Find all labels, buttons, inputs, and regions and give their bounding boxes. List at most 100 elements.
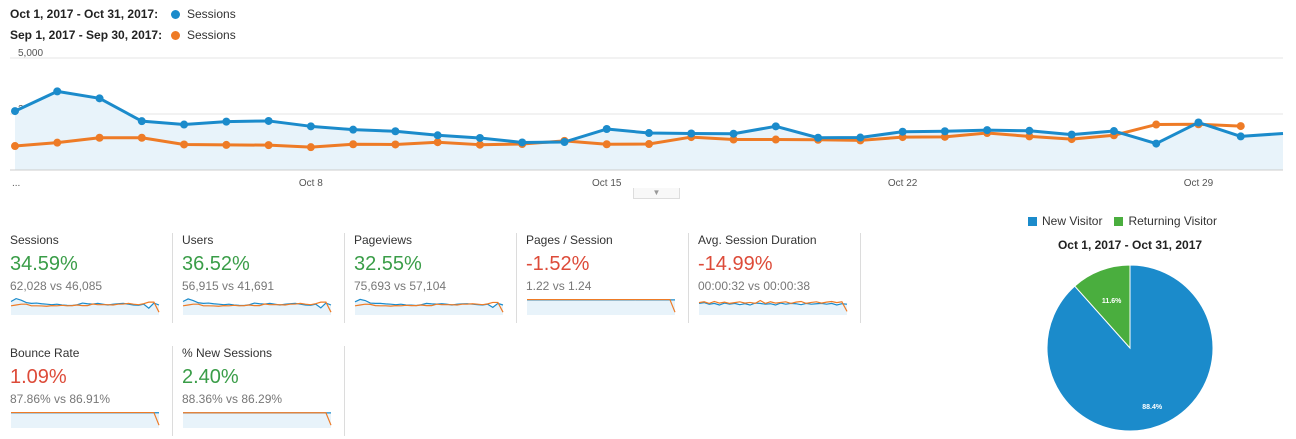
previous-series-point[interactable] — [180, 140, 189, 149]
chart-collapse-handle[interactable]: ▼ — [633, 188, 680, 199]
current-series-point[interactable] — [1109, 127, 1118, 136]
current-series-point[interactable] — [518, 138, 527, 147]
current-series-point[interactable] — [1236, 132, 1245, 141]
pie-slice-label: 88.4% — [1142, 404, 1163, 411]
legend-previous-series[interactable]: Sessions — [187, 28, 236, 42]
metric-change: 1.09% — [10, 366, 67, 388]
visitor-type-pie-chart[interactable]: 88.4% 11.6% — [1040, 260, 1220, 435]
previous-series-point[interactable] — [137, 133, 146, 142]
current-series-point[interactable] — [349, 125, 358, 134]
previous-series-point[interactable] — [940, 132, 949, 141]
current-series-point[interactable] — [687, 129, 696, 138]
current-series-point[interactable] — [814, 133, 823, 142]
metric-comparison: 00:00:32 vs 00:00:38 — [698, 279, 811, 293]
current-series-point[interactable] — [898, 127, 907, 136]
previous-series-point[interactable] — [771, 135, 780, 144]
sparkline-area — [11, 412, 159, 428]
previous-series-point[interactable] — [602, 140, 611, 149]
previous-series-point[interactable] — [11, 142, 19, 151]
current-series-point[interactable] — [771, 122, 780, 131]
x-tick-label: Oct 15 — [592, 178, 622, 189]
metric-sparkline — [527, 298, 676, 315]
previous-series-point[interactable] — [433, 138, 442, 147]
previous-series-point[interactable] — [475, 140, 484, 149]
metric-label: Users — [182, 233, 214, 247]
previous-series-line — [14, 122, 1241, 149]
sparkline-previous — [11, 411, 160, 426]
legend-current-series[interactable]: Sessions — [187, 7, 236, 21]
sparkline-area — [527, 299, 675, 315]
metric-tile[interactable]: Avg. Session Duration -14.99% 00:00:32 vs … — [698, 233, 860, 325]
current-series-point[interactable] — [391, 127, 400, 136]
metric-tile[interactable]: Bounce Rate 1.09% 87.86% vs 86.91% — [10, 346, 172, 438]
current-series-point[interactable] — [11, 107, 19, 116]
pie-legend-new-label[interactable]: New Visitor — [1042, 214, 1103, 228]
current-series-point[interactable] — [983, 126, 992, 135]
legend-previous: Sep 1, 2017 - Sep 30, 2017: Sessions — [10, 26, 236, 44]
current-series-point[interactable] — [1152, 139, 1161, 148]
x-tick-label: Oct 22 — [888, 178, 918, 189]
metric-label: % New Sessions — [182, 346, 273, 360]
current-series-point[interactable] — [475, 133, 484, 142]
x-tick-label: ... — [12, 178, 20, 189]
sparkline-area — [11, 298, 159, 315]
previous-series-point[interactable] — [222, 140, 231, 149]
current-series-point[interactable] — [264, 116, 273, 125]
pie-slice-new-visitor[interactable] — [1046, 264, 1214, 432]
sparkline-previous — [182, 301, 332, 313]
pie-slice-returning-visitor[interactable] — [1074, 264, 1131, 350]
current-series-point[interactable] — [1025, 126, 1034, 135]
previous-series-point[interactable] — [264, 141, 273, 150]
metric-tile[interactable]: Pageviews 32.55% 75,693 vs 57,104 — [354, 233, 516, 325]
y-tick-label: 5,000 — [18, 48, 43, 59]
previous-series-point[interactable] — [1152, 120, 1161, 129]
pie-slice-label: 11.6% — [1102, 298, 1122, 305]
current-series-point[interactable] — [1194, 118, 1203, 127]
current-series-point[interactable] — [306, 122, 315, 131]
tile-divider — [172, 346, 173, 436]
current-series-point[interactable] — [729, 129, 738, 138]
current-series-point[interactable] — [53, 87, 62, 96]
pie-legend-returning-swatch — [1114, 216, 1124, 226]
metric-tile[interactable]: Users 36.52% 56,915 vs 41,691 — [182, 233, 344, 325]
current-series-point[interactable] — [602, 125, 611, 134]
tile-divider — [516, 233, 517, 323]
metric-label: Sessions — [10, 233, 59, 247]
current-series-point[interactable] — [645, 129, 653, 138]
metric-comparison: 1.22 vs 1.24 — [526, 279, 592, 293]
pie-legend-returning-label[interactable]: Returning Visitor — [1128, 214, 1217, 228]
current-series-point[interactable] — [180, 120, 189, 129]
metric-sparkline — [10, 297, 160, 315]
previous-series-point[interactable] — [1025, 132, 1034, 141]
current-series-point[interactable] — [856, 133, 865, 142]
metric-tile[interactable]: Sessions 34.59% 62,028 vs 46,085 — [10, 233, 172, 325]
previous-series-point[interactable] — [1236, 122, 1245, 131]
x-tick-label: Oct 29 — [1184, 178, 1214, 189]
current-series-point[interactable] — [433, 131, 442, 140]
previous-series-point[interactable] — [95, 133, 104, 142]
current-series-point[interactable] — [560, 138, 569, 146]
previous-series-point[interactable] — [53, 138, 62, 147]
previous-series-point[interactable] — [645, 140, 653, 149]
current-series-point[interactable] — [222, 117, 231, 126]
metric-comparison: 62,028 vs 46,085 — [10, 279, 103, 293]
sparkline-previous — [527, 298, 676, 313]
previous-series-point[interactable] — [349, 140, 358, 149]
previous-series-point[interactable] — [729, 135, 738, 144]
metric-tile[interactable]: Pages / Session -1.52% 1.22 vs 1.24 — [526, 233, 688, 325]
legend-current-dot — [171, 9, 180, 19]
tile-divider — [344, 346, 345, 436]
metric-tile[interactable]: % New Sessions 2.40% 88.36% vs 86.29% — [182, 346, 344, 438]
metric-change: 2.40% — [182, 366, 239, 388]
sparkline-area — [183, 412, 331, 428]
tile-divider — [688, 233, 689, 323]
current-series-point[interactable] — [1067, 130, 1076, 139]
current-series-point[interactable] — [95, 94, 104, 103]
tile-divider — [860, 233, 861, 323]
previous-series-point[interactable] — [306, 143, 315, 152]
previous-series-point[interactable] — [391, 140, 400, 149]
metric-comparison: 75,693 vs 57,104 — [354, 279, 447, 293]
current-series-point[interactable] — [137, 117, 146, 126]
current-series-point[interactable] — [940, 127, 949, 136]
